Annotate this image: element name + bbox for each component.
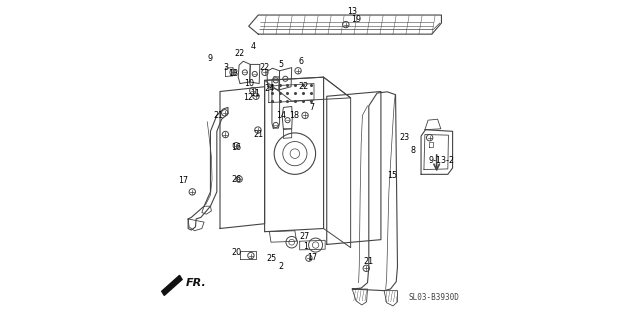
Text: 9-13-2: 9-13-2 <box>428 156 455 164</box>
Text: 17: 17 <box>178 176 188 185</box>
Text: 4: 4 <box>251 42 256 52</box>
Text: 21: 21 <box>363 258 373 267</box>
Text: 13: 13 <box>347 7 357 16</box>
Text: 27: 27 <box>300 232 310 241</box>
Text: 20: 20 <box>231 248 241 257</box>
Text: 19: 19 <box>352 15 362 24</box>
Text: 25: 25 <box>267 254 277 263</box>
Text: 24: 24 <box>264 84 274 93</box>
Text: 18: 18 <box>228 69 238 78</box>
Text: 3: 3 <box>224 63 229 72</box>
Text: 8: 8 <box>410 146 415 155</box>
Text: FR.: FR. <box>185 278 206 288</box>
Text: 7: 7 <box>310 103 315 112</box>
Polygon shape <box>161 275 182 295</box>
Text: SL03-B3930D: SL03-B3930D <box>408 293 459 302</box>
Text: 15: 15 <box>387 172 397 180</box>
Text: 6: 6 <box>299 57 304 66</box>
Text: 22: 22 <box>235 49 245 58</box>
Text: 12: 12 <box>242 93 253 102</box>
Text: 22: 22 <box>298 82 308 91</box>
Text: 11: 11 <box>250 89 260 98</box>
Text: 17: 17 <box>307 253 318 262</box>
Text: 22: 22 <box>260 63 270 72</box>
Text: 5: 5 <box>278 60 283 69</box>
Text: 10: 10 <box>244 79 254 88</box>
Text: 1: 1 <box>303 242 308 251</box>
Text: 9: 9 <box>208 53 213 62</box>
Text: 14: 14 <box>276 111 286 120</box>
Text: 21: 21 <box>253 130 263 139</box>
Text: 23: 23 <box>400 133 410 142</box>
Text: 16: 16 <box>231 143 241 152</box>
Text: 21: 21 <box>214 111 224 120</box>
Text: 26: 26 <box>232 175 242 184</box>
Text: 2: 2 <box>278 262 283 271</box>
Text: 18: 18 <box>290 111 300 120</box>
